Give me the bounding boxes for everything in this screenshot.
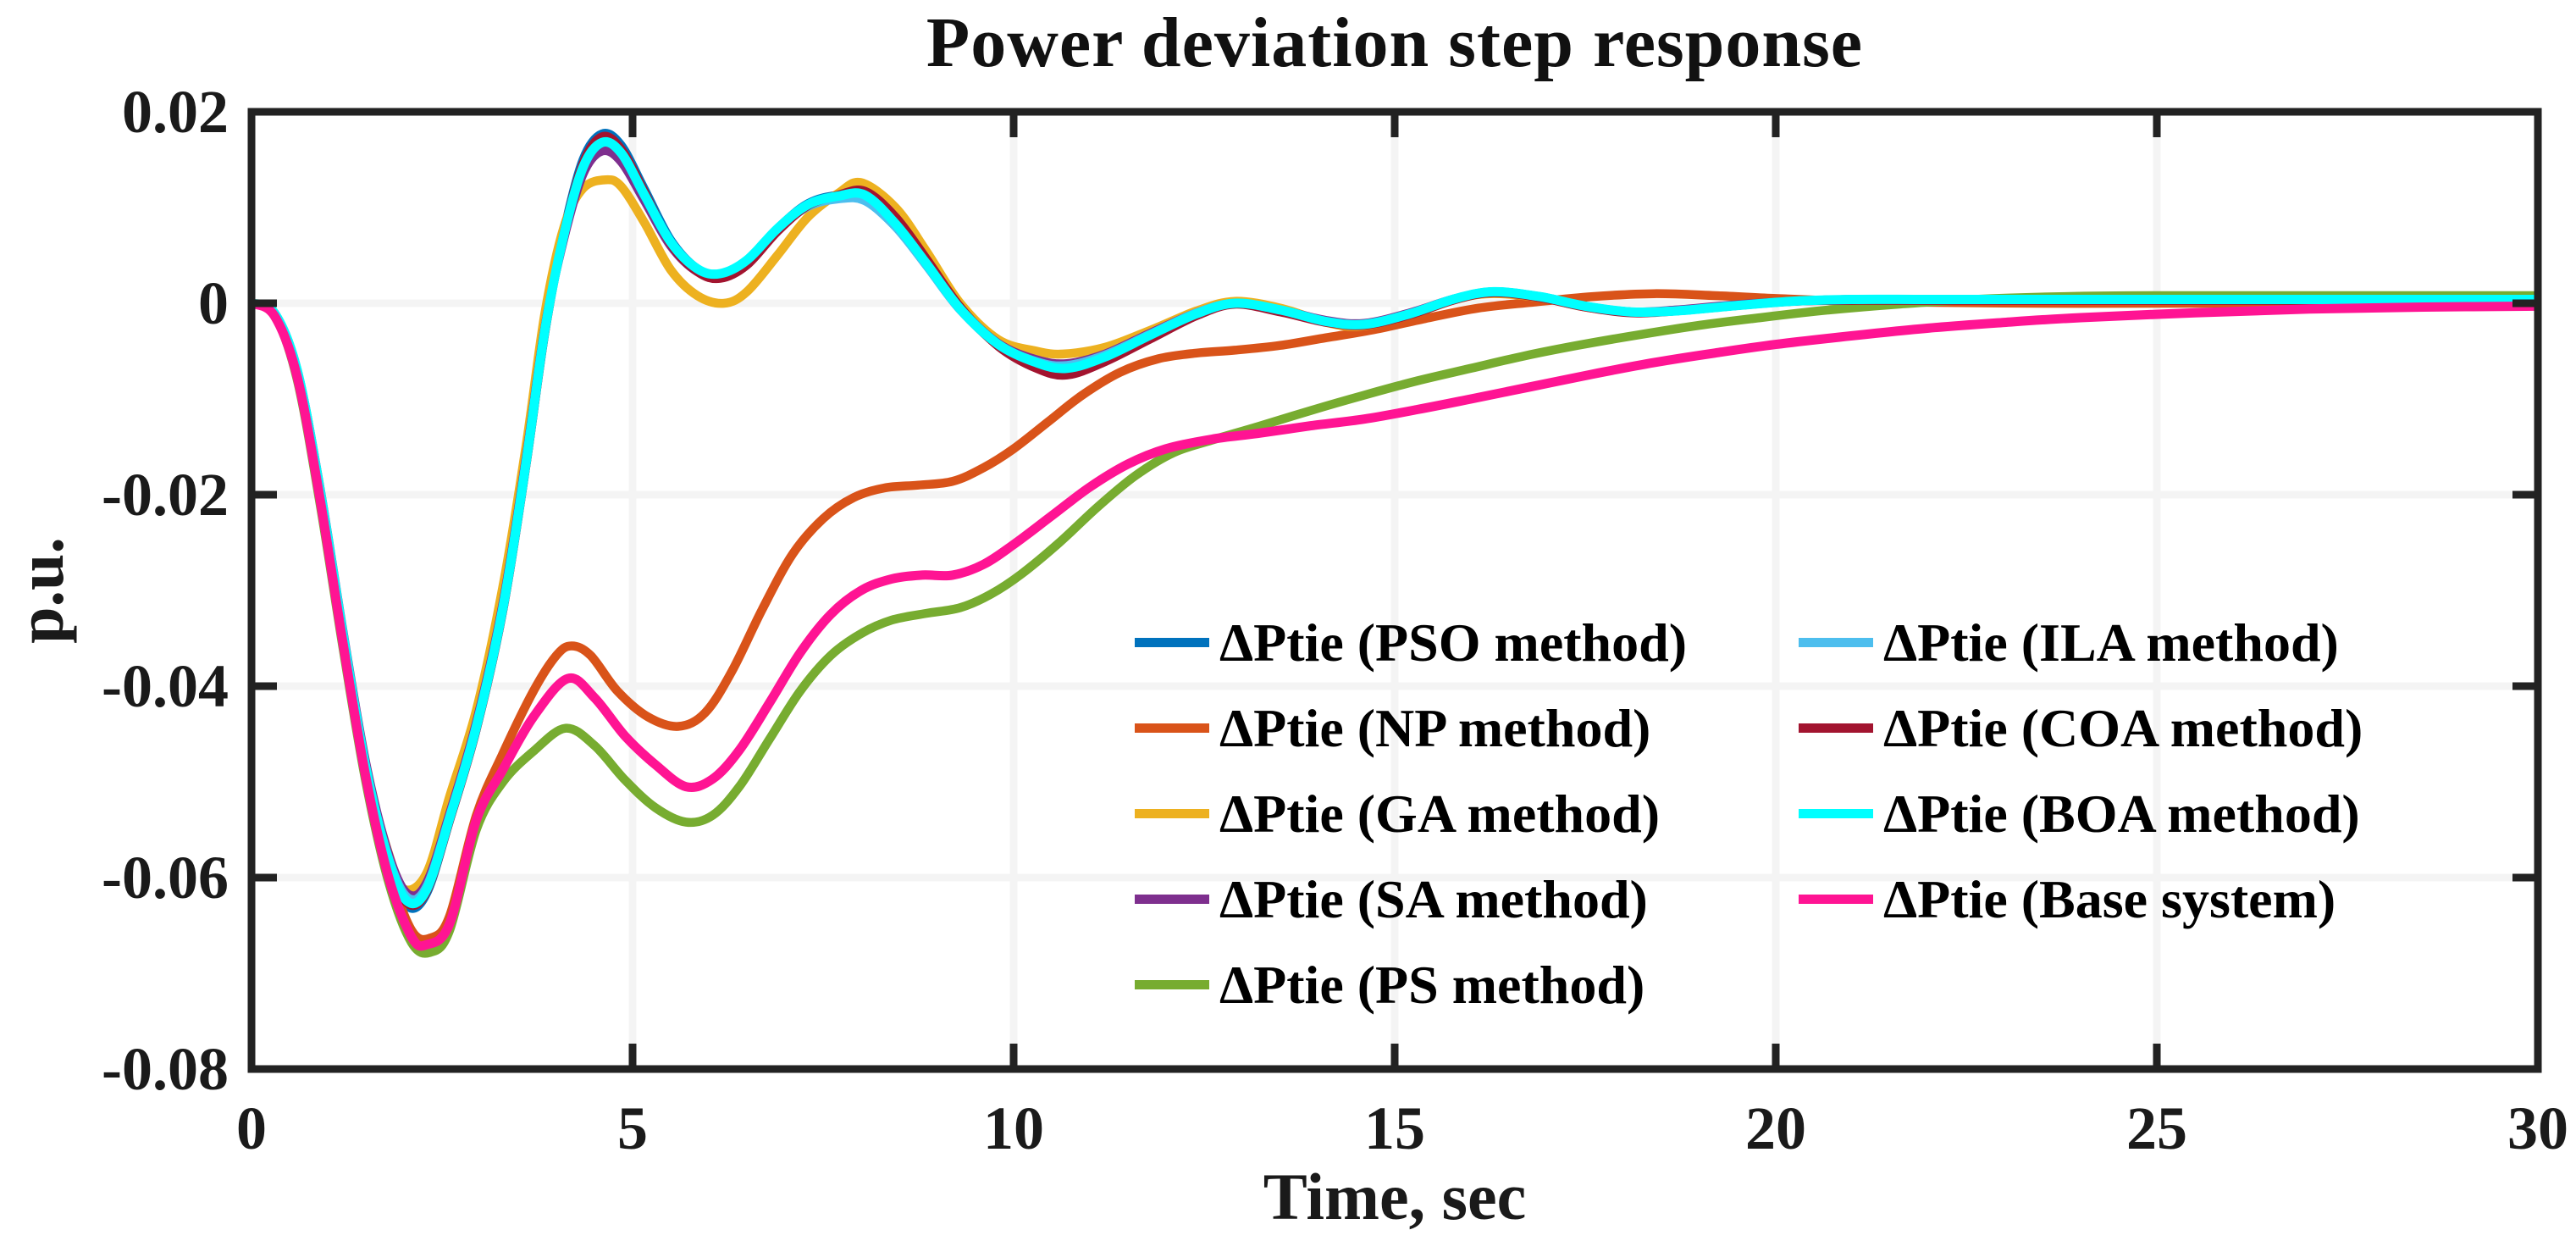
- x-tick-label-15: 15: [1364, 1094, 1425, 1162]
- legend-label-ila: ΔPtie (ILA method): [1883, 612, 2339, 673]
- legend-line-swatch-boa: [1799, 809, 1873, 818]
- legend-line-swatch-np: [1135, 723, 1209, 733]
- series-line-boa: [252, 136, 2538, 909]
- x-tick-label-5: 5: [617, 1094, 648, 1162]
- x-axis-label: Time, sec: [1263, 1160, 1527, 1233]
- x-tick-label-25: 25: [2126, 1094, 2187, 1162]
- legend-label-np: ΔPtie (NP method): [1219, 697, 1651, 758]
- y-tick-label--0.04: -0.04: [102, 652, 229, 720]
- y-axis-label: p.u.: [3, 537, 77, 644]
- series-line-base: [252, 298, 2538, 951]
- legend-label-boa: ΔPtie (BOA method): [1883, 783, 2360, 844]
- legend-item-sa: ΔPtie (SA method): [1135, 856, 1687, 942]
- x-tick-label-10: 10: [983, 1094, 1044, 1162]
- legend-line-swatch-base: [1799, 895, 1873, 904]
- legend-column-2: ΔPtie (ILA method) ΔPtie (COA method) ΔPti…: [1799, 600, 2363, 942]
- legend-label-base: ΔPtie (Base system): [1883, 868, 2336, 929]
- legend-line-swatch-coa: [1799, 723, 1873, 733]
- legend-label-pso: ΔPtie (PSO method): [1219, 612, 1688, 673]
- legend-label-ps: ΔPtie (PS method): [1219, 954, 1645, 1015]
- legend-label-ga: ΔPtie (GA method): [1219, 783, 1661, 844]
- legend-item-ga: ΔPtie (GA method): [1135, 771, 1687, 856]
- legend-item-np: ΔPtie (NP method): [1135, 685, 1687, 771]
- legend-item-base: ΔPtie (Base system): [1799, 856, 2363, 942]
- y-tick-label-0: 0: [198, 269, 229, 337]
- y-tick-label-0.02: 0.02: [122, 78, 229, 146]
- y-tick-label--0.06: -0.06: [102, 844, 229, 911]
- legend-label-sa: ΔPtie (SA method): [1219, 868, 1648, 929]
- x-tick-label-20: 20: [1745, 1094, 1806, 1162]
- series-line-np: [252, 289, 2538, 945]
- y-tick-label--0.08: -0.08: [102, 1035, 229, 1103]
- legend-item-ila: ΔPtie (ILA method): [1799, 600, 2363, 685]
- x-tick-label-0: 0: [236, 1094, 267, 1162]
- legend-line-swatch-sa: [1135, 895, 1209, 904]
- legend-item-boa: ΔPtie (BOA method): [1799, 771, 2363, 856]
- legend-line-swatch-ps: [1135, 980, 1209, 989]
- legend-line-swatch-pso: [1135, 638, 1209, 647]
- y-tick-label--0.02: -0.02: [102, 461, 229, 529]
- legend-line-swatch-ga: [1135, 809, 1209, 818]
- legend-item-coa: ΔPtie (COA method): [1799, 685, 2363, 771]
- legend-column-1: ΔPtie (PSO method) ΔPtie (NP method) ΔPtie…: [1135, 600, 1687, 1028]
- legend-item-ps: ΔPtie (PS method): [1135, 942, 1687, 1028]
- legend-line-swatch-ila: [1799, 638, 1873, 647]
- series-group: [252, 129, 2538, 958]
- legend-label-coa: ΔPtie (COA method): [1883, 697, 2363, 758]
- legend-item-pso: ΔPtie (PSO method): [1135, 600, 1687, 685]
- chart-title: Power deviation step response: [926, 3, 1864, 82]
- x-tick-label-30: 30: [2507, 1094, 2568, 1162]
